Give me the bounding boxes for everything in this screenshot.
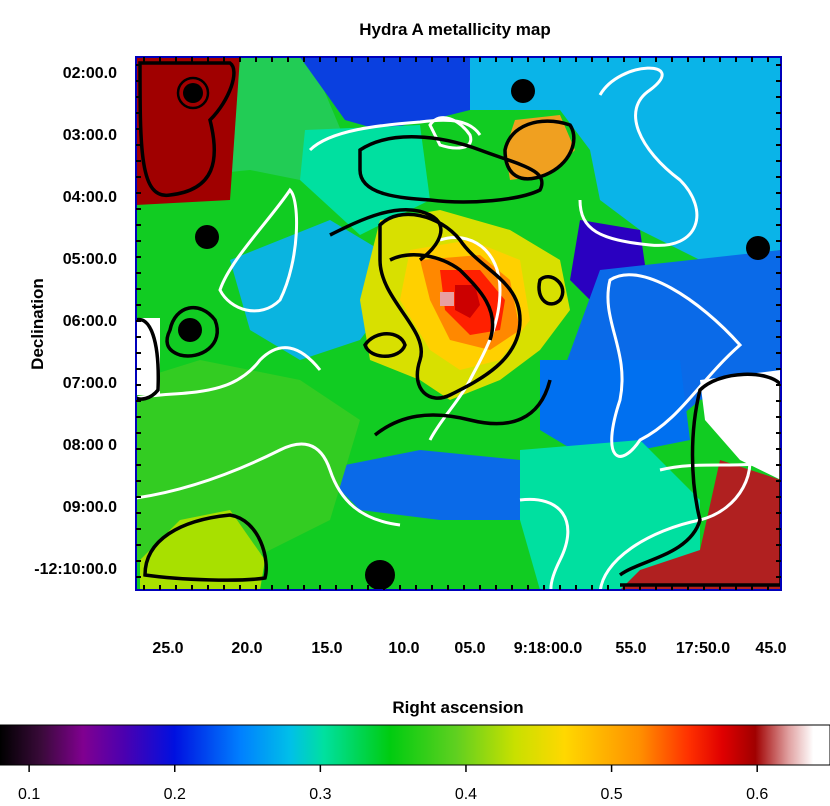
x-tick-label: 15.0 (311, 640, 342, 657)
y-tick-label: 06:00.0 (63, 313, 117, 330)
region-blue-top (300, 57, 470, 130)
mask-source (178, 318, 202, 342)
x-tick-label: 05.0 (454, 640, 485, 657)
y-tick-label: 04:00.0 (63, 189, 117, 206)
x-tick-label: 55.0 (615, 640, 646, 657)
y-tick-label: 08:00 0 (63, 437, 117, 454)
mask-source (183, 83, 203, 103)
x-tick-label: 45.0 (755, 640, 786, 657)
x-tick-label: 20.0 (231, 640, 262, 657)
y-tick-labels: 02:00.0 03:00.0 04:00.0 05:00.0 06:00.0 07:00… (34, 65, 117, 578)
colorbar-ticks: 0.1 0.2 0.3 0.4 0.5 0.6 (18, 765, 768, 803)
region-mid-sky (230, 220, 390, 360)
colorbar-tick-label: 0.2 (164, 786, 186, 803)
region-white-right (700, 370, 781, 480)
region-blue-lower-mid (540, 360, 690, 460)
y-tick-label: 03:00.0 (63, 127, 117, 144)
y-tick-label: 05:00.0 (63, 251, 117, 268)
colorbar-tick-label: 0.4 (455, 786, 477, 803)
chart-title: Hydra A metallicity map (359, 20, 550, 39)
contour-lines-black (136, 61, 781, 587)
x-tick-label: 17:50.0 (676, 640, 730, 657)
masked-sources (178, 79, 770, 590)
y-axis-label: Declination (28, 278, 47, 370)
y-tick-label: 07:00.0 (63, 375, 117, 392)
x-tick-label: 9:18:00.0 (514, 640, 583, 657)
heatmap (136, 57, 781, 590)
y-tick-label: 02:00.0 (63, 65, 117, 82)
mask-source (511, 79, 535, 103)
x-tick-labels: 25.0 20.0 15.0 10.0 05.0 9:18:00.0 55.0 17:50.0… (152, 640, 786, 657)
frame-ticks (136, 57, 781, 590)
x-tick-label: 10.0 (388, 640, 419, 657)
colorbar-tick-label: 0.5 (600, 786, 622, 803)
region-blue-bottom (320, 450, 520, 520)
x-tick-label: 25.0 (152, 640, 183, 657)
colorbar-tick-label: 0.3 (309, 786, 331, 803)
region-darkred-core (455, 285, 480, 318)
region-cyan-left (300, 125, 430, 235)
y-tick-label: 09:00.0 (63, 499, 117, 516)
region-pink-core (440, 292, 454, 306)
mask-ring (176, 76, 210, 110)
region-darkred-tl (136, 57, 240, 205)
region-green-left-bottom (136, 360, 360, 560)
mask-source (365, 560, 395, 590)
plot-frame (135, 56, 782, 591)
x-axis-label: Right ascension (392, 698, 523, 717)
colorbar (0, 724, 830, 766)
colorbar-tick-label: 0.1 (18, 786, 40, 803)
colorbar-tick-label: 0.6 (746, 786, 768, 803)
mask-source (746, 236, 770, 260)
contour-lines-white (136, 66, 781, 590)
region-sky-top-right (470, 57, 781, 260)
y-tick-label: -12:10:00.0 (34, 561, 117, 578)
region-yellowgreen-bl (140, 510, 265, 590)
mask-source (195, 225, 219, 249)
